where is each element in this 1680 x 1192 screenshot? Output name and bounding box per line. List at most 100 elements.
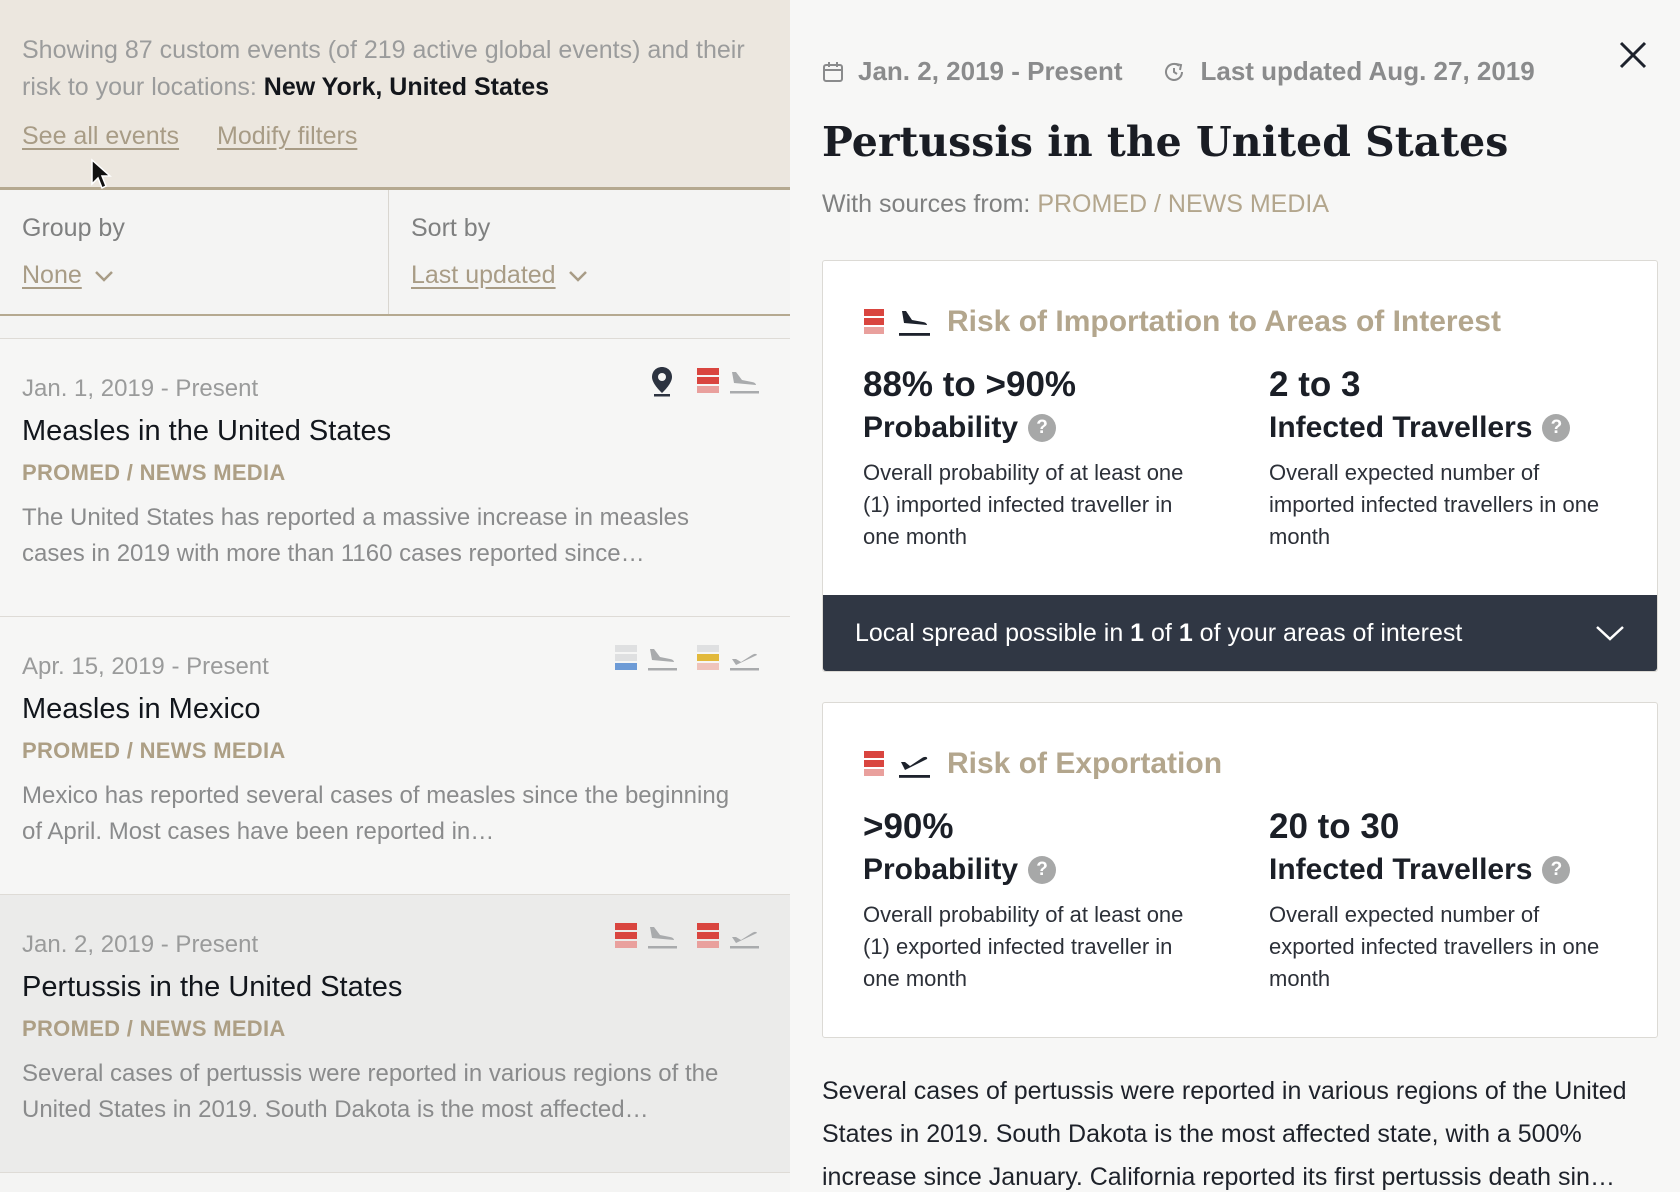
event-list-panel: Showing 87 custom events (of 219 active … <box>0 0 790 1192</box>
event-description: The United States has reported a massive… <box>22 504 689 567</box>
see-all-events-link[interactable]: See all events <box>22 122 180 150</box>
probability-label-row: Probability ? <box>863 853 1269 887</box>
travellers-label: Infected Travellers <box>1269 411 1533 444</box>
importation-probability: 88% to >90% Probability ? Overall probab… <box>863 365 1269 553</box>
plane-departure-icon <box>899 756 930 778</box>
detail-date-text: Jan. 2, 2019 - Present <box>858 56 1123 86</box>
group-by-value: None <box>22 261 82 289</box>
spread-count: 1 <box>1130 618 1145 647</box>
event-risk-icons <box>614 921 760 951</box>
importation-card-title: Risk of Importation to Areas of Interest <box>947 305 1501 338</box>
exportation-stats: >90% Probability ? Overall probability o… <box>863 807 1675 995</box>
summary-location: New York, United States <box>263 73 550 101</box>
spread-prefix: Local spread possible in <box>855 618 1131 647</box>
travellers-value: 2 to 3 <box>1269 365 1361 404</box>
mouse-cursor-icon <box>91 158 112 190</box>
risk-low-bars-icon <box>615 645 637 670</box>
help-icon[interactable]: ? <box>1542 414 1571 442</box>
summary-banner: Showing 87 custom events (of 219 active … <box>0 0 790 190</box>
spread-total: 1 <box>1178 618 1193 647</box>
refresh-clock-icon <box>1165 62 1184 81</box>
detail-meta-row: Jan. 2, 2019 - Present Last updated Aug.… <box>822 56 1535 87</box>
event-date: Jan. 2, 2019 - Present <box>22 931 259 958</box>
event-item-measles-us[interactable]: Jan. 1, 2019 - Present Measles in the Un… <box>0 339 790 617</box>
risk-high-bars-icon <box>697 368 719 393</box>
event-title: Measles in the United States <box>22 415 392 447</box>
exportation-risk-card: Risk of Exportation >90% Probability ? O… <box>822 702 1658 1038</box>
detail-last-updated-text: Last updated Aug. 27, 2019 <box>1200 56 1535 86</box>
close-icon[interactable] <box>1616 38 1650 72</box>
probability-description: Overall probability of at least one (1) … <box>863 902 1184 991</box>
event-detail-panel: Jan. 2, 2019 - Present Last updated Aug.… <box>790 0 1680 1192</box>
sort-by-label: Sort by <box>411 214 491 242</box>
local-spread-bar[interactable]: Local spread possible in 1 of 1 of your … <box>823 595 1657 671</box>
risk-high-bars-icon <box>864 751 884 776</box>
event-title: Pertussis in the United States <box>22 971 403 1003</box>
event-source: PROMED / NEWS MEDIA <box>22 738 286 763</box>
plane-arrival-icon <box>648 927 677 949</box>
risk-high-bars-icon <box>864 309 884 334</box>
sort-by-control: Sort by Last updated <box>389 190 610 314</box>
exportation-card-title: Risk of Exportation <box>947 747 1223 780</box>
probability-value: >90% <box>863 807 954 846</box>
travellers-value: 20 to 30 <box>1269 807 1400 846</box>
sources-value[interactable]: PROMED / NEWS MEDIA <box>1037 190 1330 218</box>
chevron-down-icon <box>1596 626 1624 641</box>
location-pin-icon <box>652 367 672 397</box>
event-list: Jan. 1, 2019 - Present Measles in the Un… <box>0 338 790 1173</box>
help-icon[interactable]: ? <box>1028 856 1057 884</box>
probability-label: Probability <box>863 411 1019 444</box>
summary-text: Showing 87 custom events (of 219 active … <box>22 32 762 106</box>
sort-by-dropdown[interactable]: Last updated <box>411 261 588 290</box>
group-by-control: Group by None <box>0 190 389 314</box>
event-description: Mexico has reported several cases of mea… <box>22 782 730 845</box>
event-item-pertussis-us[interactable]: Jan. 2, 2019 - Present Pertussis in the … <box>0 895 790 1173</box>
probability-value: 88% to >90% <box>863 365 1077 404</box>
detail-title: Pertussis in the United States <box>822 118 1509 166</box>
risk-high-bars-icon <box>697 923 719 948</box>
probability-description: Overall probability of at least one (1) … <box>863 460 1184 549</box>
event-date: Jan. 1, 2019 - Present <box>22 375 259 402</box>
event-risk-icons <box>650 365 760 397</box>
detail-date-range: Jan. 2, 2019 - Present <box>822 56 1122 87</box>
sort-by-value: Last updated <box>411 261 556 289</box>
travellers-description: Overall expected number of imported infe… <box>1269 460 1600 549</box>
plane-arrival-icon <box>730 372 759 394</box>
risk-high-bars-icon <box>615 923 637 948</box>
plane-departure-icon <box>730 653 759 671</box>
risk-medium-bars-icon <box>697 645 719 670</box>
chevron-down-icon <box>94 270 113 282</box>
group-by-dropdown[interactable]: None <box>22 261 114 290</box>
exportation-probability: >90% Probability ? Overall probability o… <box>863 807 1269 995</box>
importation-risk-card: Risk of Importation to Areas of Interest… <box>822 260 1658 672</box>
importation-stats: 88% to >90% Probability ? Overall probab… <box>863 365 1675 553</box>
modify-filters-link[interactable]: Modify filters <box>217 122 358 150</box>
chevron-down-icon <box>568 270 587 282</box>
event-item-measles-mexico[interactable]: Apr. 15, 2019 - Present Measles in Mexic… <box>0 617 790 895</box>
importation-travellers: 2 to 3 Infected Travellers ? Overall exp… <box>1269 365 1675 553</box>
detail-last-updated: Last updated Aug. 27, 2019 <box>1162 56 1535 87</box>
probability-label: Probability <box>863 853 1019 886</box>
event-description: Several cases of pertussis were reported… <box>22 1060 719 1123</box>
help-icon[interactable]: ? <box>1542 856 1571 884</box>
travellers-description: Overall expected number of exported infe… <box>1269 902 1600 991</box>
exportation-travellers: 20 to 30 Infected Travellers ? Overall e… <box>1269 807 1675 995</box>
spread-mid: of <box>1144 618 1179 647</box>
local-spread-text: Local spread possible in 1 of 1 of your … <box>855 619 1462 648</box>
detail-sources: With sources from: PROMED / NEWS MEDIA <box>822 190 1329 219</box>
event-date: Apr. 15, 2019 - Present <box>22 653 269 680</box>
detail-body-text: Several cases of pertussis were reported… <box>822 1077 1627 1191</box>
event-title: Measles in Mexico <box>22 693 261 725</box>
event-risk-icons <box>614 643 760 673</box>
event-source: PROMED / NEWS MEDIA <box>22 1016 286 1041</box>
event-source: PROMED / NEWS MEDIA <box>22 460 286 485</box>
travellers-label: Infected Travellers <box>1269 853 1533 886</box>
summary-prefix: Showing 87 custom events (of 219 active … <box>22 36 745 101</box>
list-controls: Group by None Sort by Last updated <box>0 190 790 316</box>
sources-label: With sources from: <box>822 190 1038 218</box>
travellers-label-row: Infected Travellers ? <box>1269 853 1675 887</box>
help-icon[interactable]: ? <box>1028 414 1057 442</box>
summary-links: See all events Modify filters <box>22 122 768 151</box>
importation-card-header: Risk of Importation to Areas of Interest <box>863 305 1501 339</box>
calendar-icon <box>823 61 843 82</box>
